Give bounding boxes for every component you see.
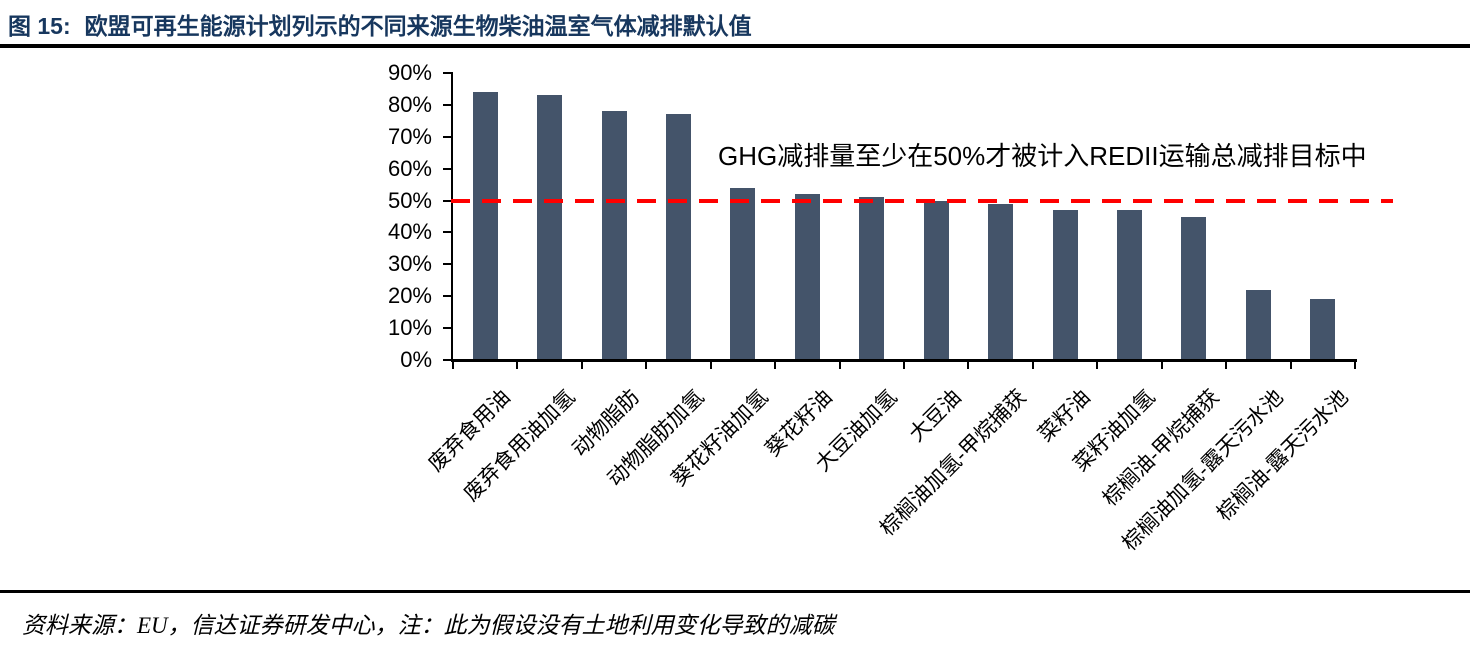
- y-axis-tick: [443, 295, 453, 298]
- figure-title: 图 15: 欧盟可再生能源计划列示的不同来源生物柴油温室气体减排默认值: [8, 7, 752, 41]
- source-note: 资料来源：EU，信达证券研发中心，注：此为假设没有土地利用变化导致的减碳: [22, 613, 835, 638]
- y-axis-tick: [443, 135, 453, 138]
- bar: [1245, 289, 1271, 360]
- bar: [794, 194, 820, 360]
- bar: [601, 111, 627, 360]
- y-axis-tick: [443, 327, 453, 330]
- title-divider: [0, 44, 1470, 48]
- figure-title-text: 欧盟可再生能源计划列示的不同来源生物柴油温室气体减排默认值: [84, 13, 752, 39]
- y-axis-tick-label: 10%: [387, 315, 432, 341]
- y-axis-tick-label: 50%: [387, 187, 432, 213]
- bar: [988, 203, 1014, 360]
- y-axis-tick: [443, 263, 453, 266]
- x-axis-tick: [903, 362, 905, 369]
- x-axis-tick: [1160, 362, 1163, 369]
- x-axis-tick: [838, 362, 841, 369]
- x-axis-tick: [1096, 362, 1099, 369]
- bar: [730, 187, 756, 360]
- bar: [923, 200, 949, 360]
- y-axis-tick: [443, 167, 453, 170]
- y-axis-tick-label: 80%: [387, 91, 432, 117]
- x-axis-line: [451, 359, 1357, 362]
- x-axis-tick: [709, 362, 712, 369]
- x-axis-tick: [452, 362, 454, 369]
- y-axis-tick-label: 60%: [387, 155, 432, 181]
- figure-number: 图 15:: [8, 13, 71, 39]
- y-axis-tick: [443, 199, 453, 202]
- bar: [1117, 210, 1142, 360]
- x-axis-tick: [1289, 362, 1292, 369]
- x-axis-tick: [1225, 362, 1228, 369]
- chart-annotation: GHG减排量至少在50%才被计入REDII运输总减排目标中: [718, 141, 1367, 171]
- x-axis-tick: [774, 362, 777, 369]
- x-axis-tick: [1031, 362, 1034, 369]
- y-axis-tick-label: 30%: [387, 251, 432, 277]
- bar: [537, 95, 563, 360]
- y-axis-tick: [443, 72, 453, 74]
- bar: [1181, 216, 1207, 360]
- y-axis-tick-label: 20%: [387, 283, 432, 309]
- bar: [472, 92, 498, 360]
- x-axis-tick: [1354, 362, 1356, 369]
- bar: [1052, 210, 1078, 360]
- y-axis-tick-label: 90%: [387, 60, 432, 85]
- y-axis-line: [451, 72, 453, 362]
- bar: [666, 114, 691, 360]
- x-axis-tick: [580, 362, 583, 369]
- x-axis-tick: [516, 362, 519, 369]
- y-axis-tick: [443, 359, 453, 361]
- bar: [1310, 299, 1336, 360]
- footer-divider: [0, 590, 1470, 593]
- x-axis-tick: [967, 362, 970, 369]
- y-axis-tick-label: 40%: [387, 219, 432, 245]
- x-axis-tick: [645, 362, 648, 369]
- y-axis-tick-label: 70%: [387, 123, 432, 149]
- bar: [859, 197, 885, 360]
- threshold-line: [451, 198, 1393, 203]
- y-axis-tick-label: 0%: [400, 347, 432, 372]
- y-axis-tick: [443, 231, 453, 234]
- y-axis-tick: [443, 103, 453, 106]
